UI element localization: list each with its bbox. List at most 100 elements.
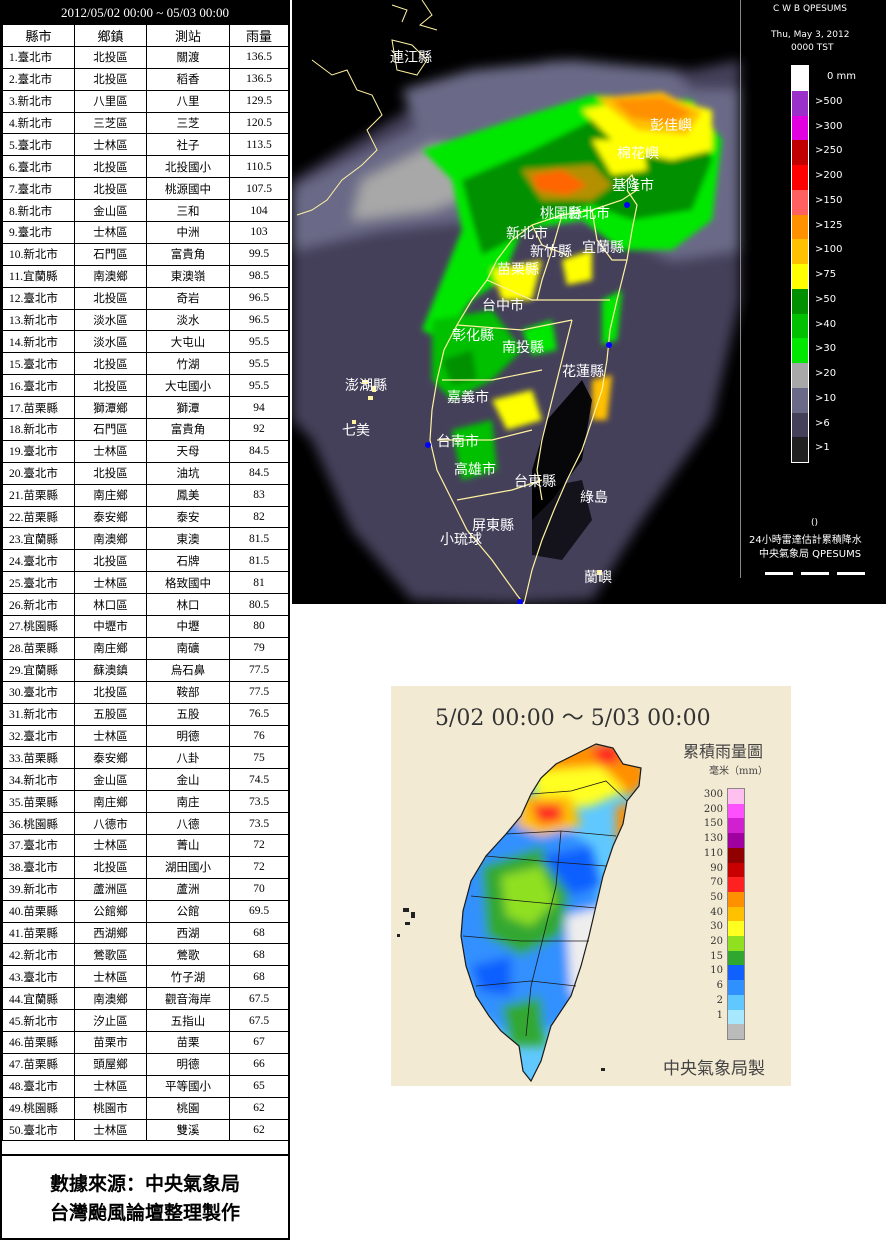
cell-rainfall: 77.5 (229, 658, 289, 682)
cell-county: 43.臺北市 (2, 965, 75, 989)
cell-rainfall: 68 (229, 921, 289, 945)
radar-scale-swatch (792, 363, 808, 388)
cell-county: 38.臺北市 (2, 855, 75, 879)
table-row: 23.宜蘭縣 南澳鄉 東澳 81.5 (2, 527, 289, 551)
accum-islands (397, 908, 605, 1071)
table-row: 26.新北市 林口區 林口 80.5 (2, 593, 289, 617)
cell-rainfall: 113.5 (229, 133, 289, 157)
label-taipei: 台北市 (568, 205, 610, 222)
radar-scale-swatch (792, 288, 808, 314)
accum-unit: 毫米（mm） (709, 766, 768, 777)
table-row: 14.新北市 淡水區 大屯山 95.5 (2, 330, 289, 354)
cell-township: 南庄鄉 (74, 790, 147, 814)
cell-county: 8.新北市 (2, 199, 75, 223)
header-station: 測站 (146, 24, 230, 47)
radar-footnote-title: 24小時雷達估計累積降水 (749, 535, 862, 546)
cell-station: 泰安 (146, 505, 230, 529)
cell-county: 37.臺北市 (2, 833, 75, 857)
cell-station: 西湖 (146, 921, 230, 945)
radar-color-scale (791, 65, 809, 463)
cell-station: 北投國小 (146, 155, 230, 179)
cell-township: 三芝區 (74, 111, 147, 135)
cell-county: 20.臺北市 (2, 461, 75, 485)
cell-township: 鶯歌區 (74, 943, 147, 967)
data-source-text: 數據來源：中央氣象局 (49, 1173, 240, 1195)
header-county: 縣市 (2, 24, 75, 47)
cell-station: 三芝 (146, 111, 230, 135)
clear-region (532, 380, 592, 520)
table-row: 31.新北市 五股區 五股 76.5 (2, 702, 289, 726)
cell-rainfall: 80.5 (229, 593, 289, 617)
cell-township: 淡水區 (74, 330, 147, 354)
cell-station: 湖田國小 (146, 855, 230, 879)
cell-station: 竹湖 (146, 352, 230, 376)
radar-scale-label: >10 (815, 392, 837, 404)
accum-scale-swatch (728, 906, 744, 922)
radar-scale-swatch (792, 90, 808, 116)
table-row: 20.臺北市 北投區 油坑 84.5 (2, 461, 289, 485)
radar-scale-label: >100 (815, 244, 843, 256)
label-pengjia: 彭佳嶼 (650, 118, 692, 134)
accum-scale-swatch (728, 877, 744, 892)
label-pingtung: 屏東縣 (472, 518, 514, 534)
table-row: 11.宜蘭縣 南澳鄉 東澳嶺 98.5 (2, 264, 289, 288)
table-row: 32.臺北市 士林區 明德 76 (2, 724, 289, 748)
label-xiaoliuqiu: 小琉球 (440, 532, 482, 548)
radar-rainfall-map: 連江縣 彭佳嶼 基隆市 台北市 新北市 桃園縣 新竹縣 宜蘭縣 苗栗縣 台中市 … (292, 0, 886, 604)
table-row: 47.苗栗縣 頭屋鄉 明德 66 (2, 1052, 289, 1076)
table-row: 45.新北市 汐止區 五指山 67.5 (2, 1009, 289, 1032)
accum-scale-swatch (728, 965, 744, 981)
table-row: 35.苗栗縣 南庄鄉 南庄 73.5 (2, 790, 289, 814)
cell-county: 7.臺北市 (2, 177, 75, 201)
accum-scale-label: 200 (703, 803, 723, 815)
cell-township: 北投區 (74, 549, 147, 573)
cell-station: 東澳嶺 (146, 264, 230, 288)
accum-credit: 中央氣象局製 (663, 1059, 765, 1079)
table-row: 9.臺北市 士林區 中洲 103 (2, 221, 289, 244)
table-row: 21.苗栗縣 南庄鄉 鳳美 83 (2, 483, 289, 507)
cell-township: 士林區 (74, 1074, 147, 1098)
cell-rainfall: 77.5 (229, 680, 289, 704)
cell-rainfall: 84.5 (229, 461, 289, 485)
cell-township: 北投區 (74, 374, 147, 398)
radar-scale-swatch (792, 66, 808, 91)
table-row: 25.臺北市 士林區 格致國中 81 (2, 571, 289, 595)
cell-rainfall: 72 (229, 855, 289, 879)
table-row: 13.新北市 淡水區 淡水 96.5 (2, 308, 289, 332)
cell-township: 士林區 (74, 133, 147, 157)
cell-township: 西湖鄉 (74, 921, 147, 945)
cell-township: 泰安鄉 (74, 746, 147, 770)
cell-station: 八卦 (146, 746, 230, 770)
cell-township: 士林區 (74, 1118, 147, 1142)
radar-footnote-agency: 中央氣象局 QPESUMS (759, 549, 862, 560)
islands (352, 380, 602, 575)
cell-county: 2.臺北市 (2, 67, 75, 91)
cell-county: 28.苗栗縣 (2, 636, 75, 660)
accum-scale-swatch (728, 1024, 744, 1039)
cell-township: 石門區 (74, 242, 147, 266)
label-changhua: 彰化縣 (452, 327, 494, 344)
cell-station: 觀音海岸 (146, 987, 230, 1011)
cell-township: 淡水區 (74, 308, 147, 332)
accum-scale-labels: 300 200 150 130 110 90 70 50 40 30 20 15 10 6 2 1 (687, 788, 725, 1038)
credit-text: 台灣颱風論壇整理製作 (49, 1202, 240, 1224)
accum-subtitle: 累積雨量圖 (683, 742, 764, 761)
radar-scale-labels: 0 mm >500 >300 >250 >200 >150 >125 >100 >75 >50 >4… (811, 65, 881, 461)
cell-rainfall: 95.5 (229, 330, 289, 354)
label-lienchiang: 連江縣 (390, 50, 432, 66)
cell-rainfall: 94 (229, 396, 289, 420)
cell-township: 士林區 (74, 439, 147, 463)
cell-station: 菁山 (146, 833, 230, 857)
accum-scale-label: 15 (710, 950, 723, 962)
cell-township: 五股區 (74, 702, 147, 726)
cell-rainfall: 129.5 (229, 89, 289, 113)
cell-county: 49.桃園縣 (2, 1096, 75, 1120)
accum-color-scale (727, 788, 745, 1040)
radar-scale-label: >75 (815, 269, 837, 280)
table-row: 30.臺北市 北投區 鞍部 77.5 (2, 680, 289, 704)
table-row: 16.臺北市 北投區 大屯國小 95.5 (2, 374, 289, 398)
cell-station: 中壢 (146, 615, 230, 638)
cell-station: 林口 (146, 593, 230, 617)
table-title: 2012/05/02 00:00 ~ 05/03 00:00 (2, 2, 288, 24)
accum-scale-swatch (728, 862, 744, 878)
